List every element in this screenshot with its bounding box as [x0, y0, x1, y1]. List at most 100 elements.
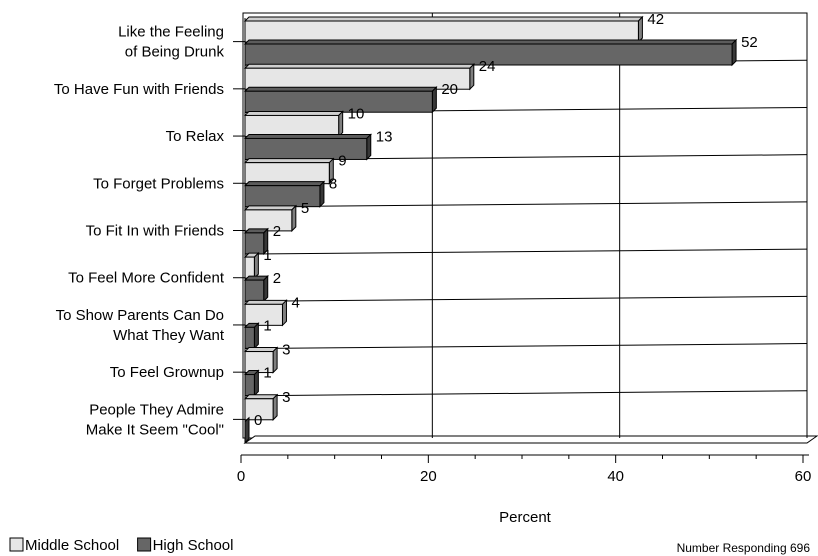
- category-label: To Relax: [166, 128, 225, 145]
- bar-value-label: 3: [282, 389, 290, 406]
- bar-top-face: [243, 205, 298, 211]
- bar-value-label: 13: [376, 128, 393, 145]
- category-label-line: To Forget Problems: [93, 175, 224, 192]
- bar-top-face: [243, 63, 476, 69]
- category-label-line: of Being Drunk: [125, 44, 225, 61]
- bar-front-face: [244, 137, 368, 160]
- bar-side-face: [637, 15, 643, 44]
- bar-front-face: [244, 232, 265, 255]
- bar-value-label: 52: [741, 34, 758, 51]
- bar: [243, 86, 438, 114]
- horizontal-gridline: [244, 295, 808, 302]
- legend-swatch: [9, 537, 24, 552]
- bar-front-face: [244, 114, 340, 137]
- bar-top-face: [243, 299, 288, 305]
- bar-side-face: [281, 299, 287, 327]
- bar-value-label: 1: [263, 365, 271, 382]
- bar-front-face: [244, 326, 255, 349]
- bar-top-face: [243, 181, 326, 187]
- x-axis-title: Percent: [499, 509, 552, 526]
- bar-value-label: 2: [273, 270, 281, 287]
- category-label: Like the Feeling of Being Drunk: [118, 24, 224, 61]
- bar-side-face: [253, 369, 259, 397]
- category-label-line: To Feel More Confident: [68, 270, 225, 287]
- bar-value-label: 4: [291, 294, 299, 311]
- category-label-line: To Have Fun with Friends: [54, 81, 224, 98]
- bar-front-face: [244, 279, 265, 302]
- bar-top-face: [243, 110, 344, 116]
- category-label-line: People They Admire: [89, 401, 224, 418]
- bar-value-label: 3: [282, 342, 290, 359]
- bar-value-label: 20: [441, 81, 458, 98]
- category-label-line: What They Want: [113, 327, 225, 344]
- bar-front-face: [244, 67, 471, 90]
- bar-top-face: [243, 133, 372, 139]
- bar-value-label: 24: [479, 58, 496, 75]
- bar-front-face: [244, 20, 639, 43]
- bar: [243, 274, 269, 303]
- category-label-line: To Feel Grownup: [110, 364, 224, 381]
- bar: [243, 251, 260, 280]
- legend: Middle School High School: [9, 537, 234, 554]
- bar-value-label: 1: [263, 317, 271, 334]
- plot-floor: [243, 435, 818, 444]
- bar: [244, 416, 250, 444]
- bar-top-face: [243, 86, 438, 92]
- bar-top-face: [243, 158, 335, 164]
- category-label: To Have Fun with Friends: [54, 81, 224, 98]
- bar: [243, 227, 269, 256]
- category-label: To Forget Problems: [93, 175, 224, 192]
- bars: [243, 15, 738, 444]
- legend-label: High School: [153, 537, 234, 554]
- x-tick-label: 20: [420, 468, 437, 485]
- bar: [243, 346, 279, 374]
- bar: [243, 180, 326, 208]
- bar-value-label: 8: [329, 176, 337, 193]
- category-label-line: Make It Seem "Cool": [86, 421, 224, 438]
- x-axis: 0 20 40 60: [237, 454, 811, 485]
- bar-front-face: [244, 256, 255, 279]
- x-tick-label: 0: [237, 468, 245, 485]
- bar-side-face: [338, 110, 344, 138]
- horizontal-gridline: [244, 248, 808, 255]
- bar-side-face: [469, 63, 475, 91]
- legend-swatch: [137, 537, 152, 552]
- bar-side-face: [366, 133, 372, 161]
- bar-side-face: [272, 346, 278, 374]
- category-label: To Show Parents Can Do What They Want: [56, 307, 225, 344]
- bar-side-face: [731, 38, 737, 67]
- horizontal-gridline: [244, 201, 808, 208]
- category-label-line: To Fit In with Friends: [86, 223, 224, 240]
- bar-value-label: 5: [301, 200, 309, 217]
- bar: [243, 204, 298, 233]
- bar: [243, 157, 335, 185]
- bar-top-face: [243, 16, 644, 22]
- bar-top-face: [243, 347, 279, 353]
- bar: [243, 15, 644, 44]
- bar-front-face: [244, 162, 330, 185]
- bar-top-face: [243, 39, 738, 45]
- bar-value-label: 10: [348, 105, 365, 122]
- bar-value-label: 9: [338, 153, 346, 170]
- bar-front-face: [244, 374, 255, 397]
- legend-label: Middle School: [25, 537, 119, 554]
- bar: [243, 369, 260, 397]
- category-labels: Like the Feeling of Being Drunk To Have Fu…: [54, 18, 246, 443]
- x-tick-label: 40: [607, 468, 624, 485]
- horizontal-gridline: [244, 343, 808, 350]
- bar-side-face: [431, 86, 437, 114]
- bar-value-label: 0: [254, 412, 262, 429]
- category-label-line: To Relax: [166, 128, 225, 145]
- category-label-line: To Show Parents Can Do: [56, 307, 224, 324]
- category-label: To Feel Grownup: [110, 364, 224, 381]
- bar: [243, 299, 288, 327]
- bar: [243, 110, 344, 138]
- bar-top-face: [243, 394, 279, 400]
- category-label: People They Admire Make It Seem "Cool": [86, 401, 224, 438]
- bar-value-label: 1: [263, 247, 271, 264]
- category-label: To Fit In with Friends: [86, 223, 224, 240]
- bar: [243, 133, 372, 161]
- respondents-note: Number Responding 696: [677, 541, 811, 555]
- bar-side-face: [319, 180, 325, 208]
